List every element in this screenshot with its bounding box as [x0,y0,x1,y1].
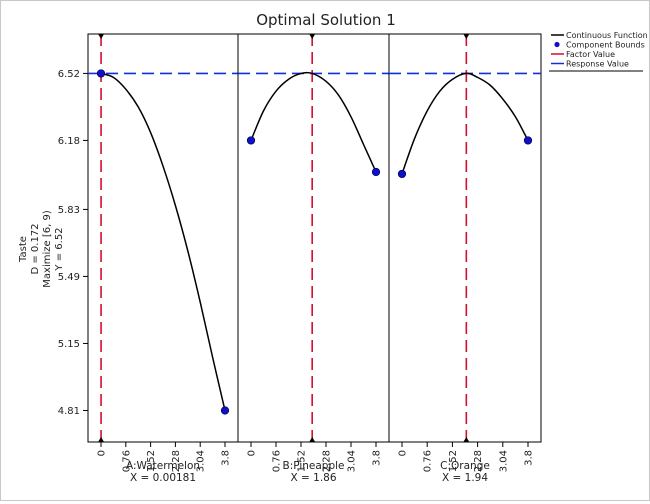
x-tick-label: 0 [398,450,409,456]
x-value-label: X = 0.00181 [130,472,196,484]
x-tick-label: 2.28 [171,450,182,472]
x-tick-label: 3.8 [524,450,535,466]
factor-marker-top [98,34,105,39]
x-axis-label: A:Watermelon [126,460,200,472]
factor-marker-bottom [98,437,105,442]
legend-label: Component Bounds [566,41,645,50]
y-tick-label: 6.18 [58,136,80,147]
factor-marker-bottom [463,437,470,442]
x-tick-label: 3.04 [347,450,358,472]
y-label-line: D = 0.172 [30,223,41,274]
component-bound-point [246,136,256,145]
component-bound-point [371,167,381,177]
legend-label: Continuous Function [566,31,648,40]
x-tick-label: 0.76 [423,450,434,472]
y-label-line: Maximize [6, 9) [42,210,53,288]
x-tick-label: 3.8 [372,450,383,466]
x-tick-label: 3.04 [498,450,509,472]
legend-label: Factor Value [566,50,615,59]
x-tick-label: 0.76 [272,450,283,472]
y-tick-label: 5.49 [58,272,80,283]
y-tick-label: 4.81 [58,406,80,417]
component-bound-point [220,406,230,415]
x-tick-label: 1.52 [146,450,157,472]
factor-marker-top [463,34,470,39]
y-axis: 4.81 5.15 5.49 5.83 6.18 6.52 [58,69,88,417]
x-tick-label: 0 [97,450,108,456]
x-tick-label: 1.52 [448,450,459,472]
x-tick-label: 1.52 [297,450,308,472]
x-tick-label: 0 [247,450,258,456]
x-tick-label: 0.76 [121,450,132,472]
y-tick-label: 5.83 [58,205,80,216]
component-bound-point [523,136,533,145]
plot-frame [87,33,542,443]
x-axis-label: C:Orange [440,460,490,472]
y-label-line: Taste [18,236,29,263]
x-tick-label: 3.8 [221,450,232,466]
x-value-label: X = 1.86 [290,472,336,484]
legend-swatch [554,41,560,48]
continuous-function-line [100,72,226,411]
x-tick-label: 2.28 [473,450,484,472]
component-bound-point [397,169,407,179]
continuous-function-line [401,72,529,175]
x-axis-label: B:Pineapple [282,460,344,472]
legend-label: Response Value [566,60,629,69]
x-tick-label: 2.28 [322,450,333,472]
factor-marker-top [309,34,316,39]
factor-marker-bottom [309,437,316,442]
continuous-function-line [250,71,377,173]
chart-title: Optimal Solution 1 [256,11,396,29]
y-axis-label: Taste D = 0.172 Maximize [6, 9) Y = 6.52 [18,210,65,288]
y-label-line: Y = 6.52 [54,227,65,271]
component-bound-point [96,69,106,78]
x-tick-label: 3.04 [196,450,207,472]
x-value-label: X = 1.94 [442,472,488,484]
y-tick-label: 6.52 [58,69,80,80]
y-tick-label: 5.15 [58,339,80,350]
